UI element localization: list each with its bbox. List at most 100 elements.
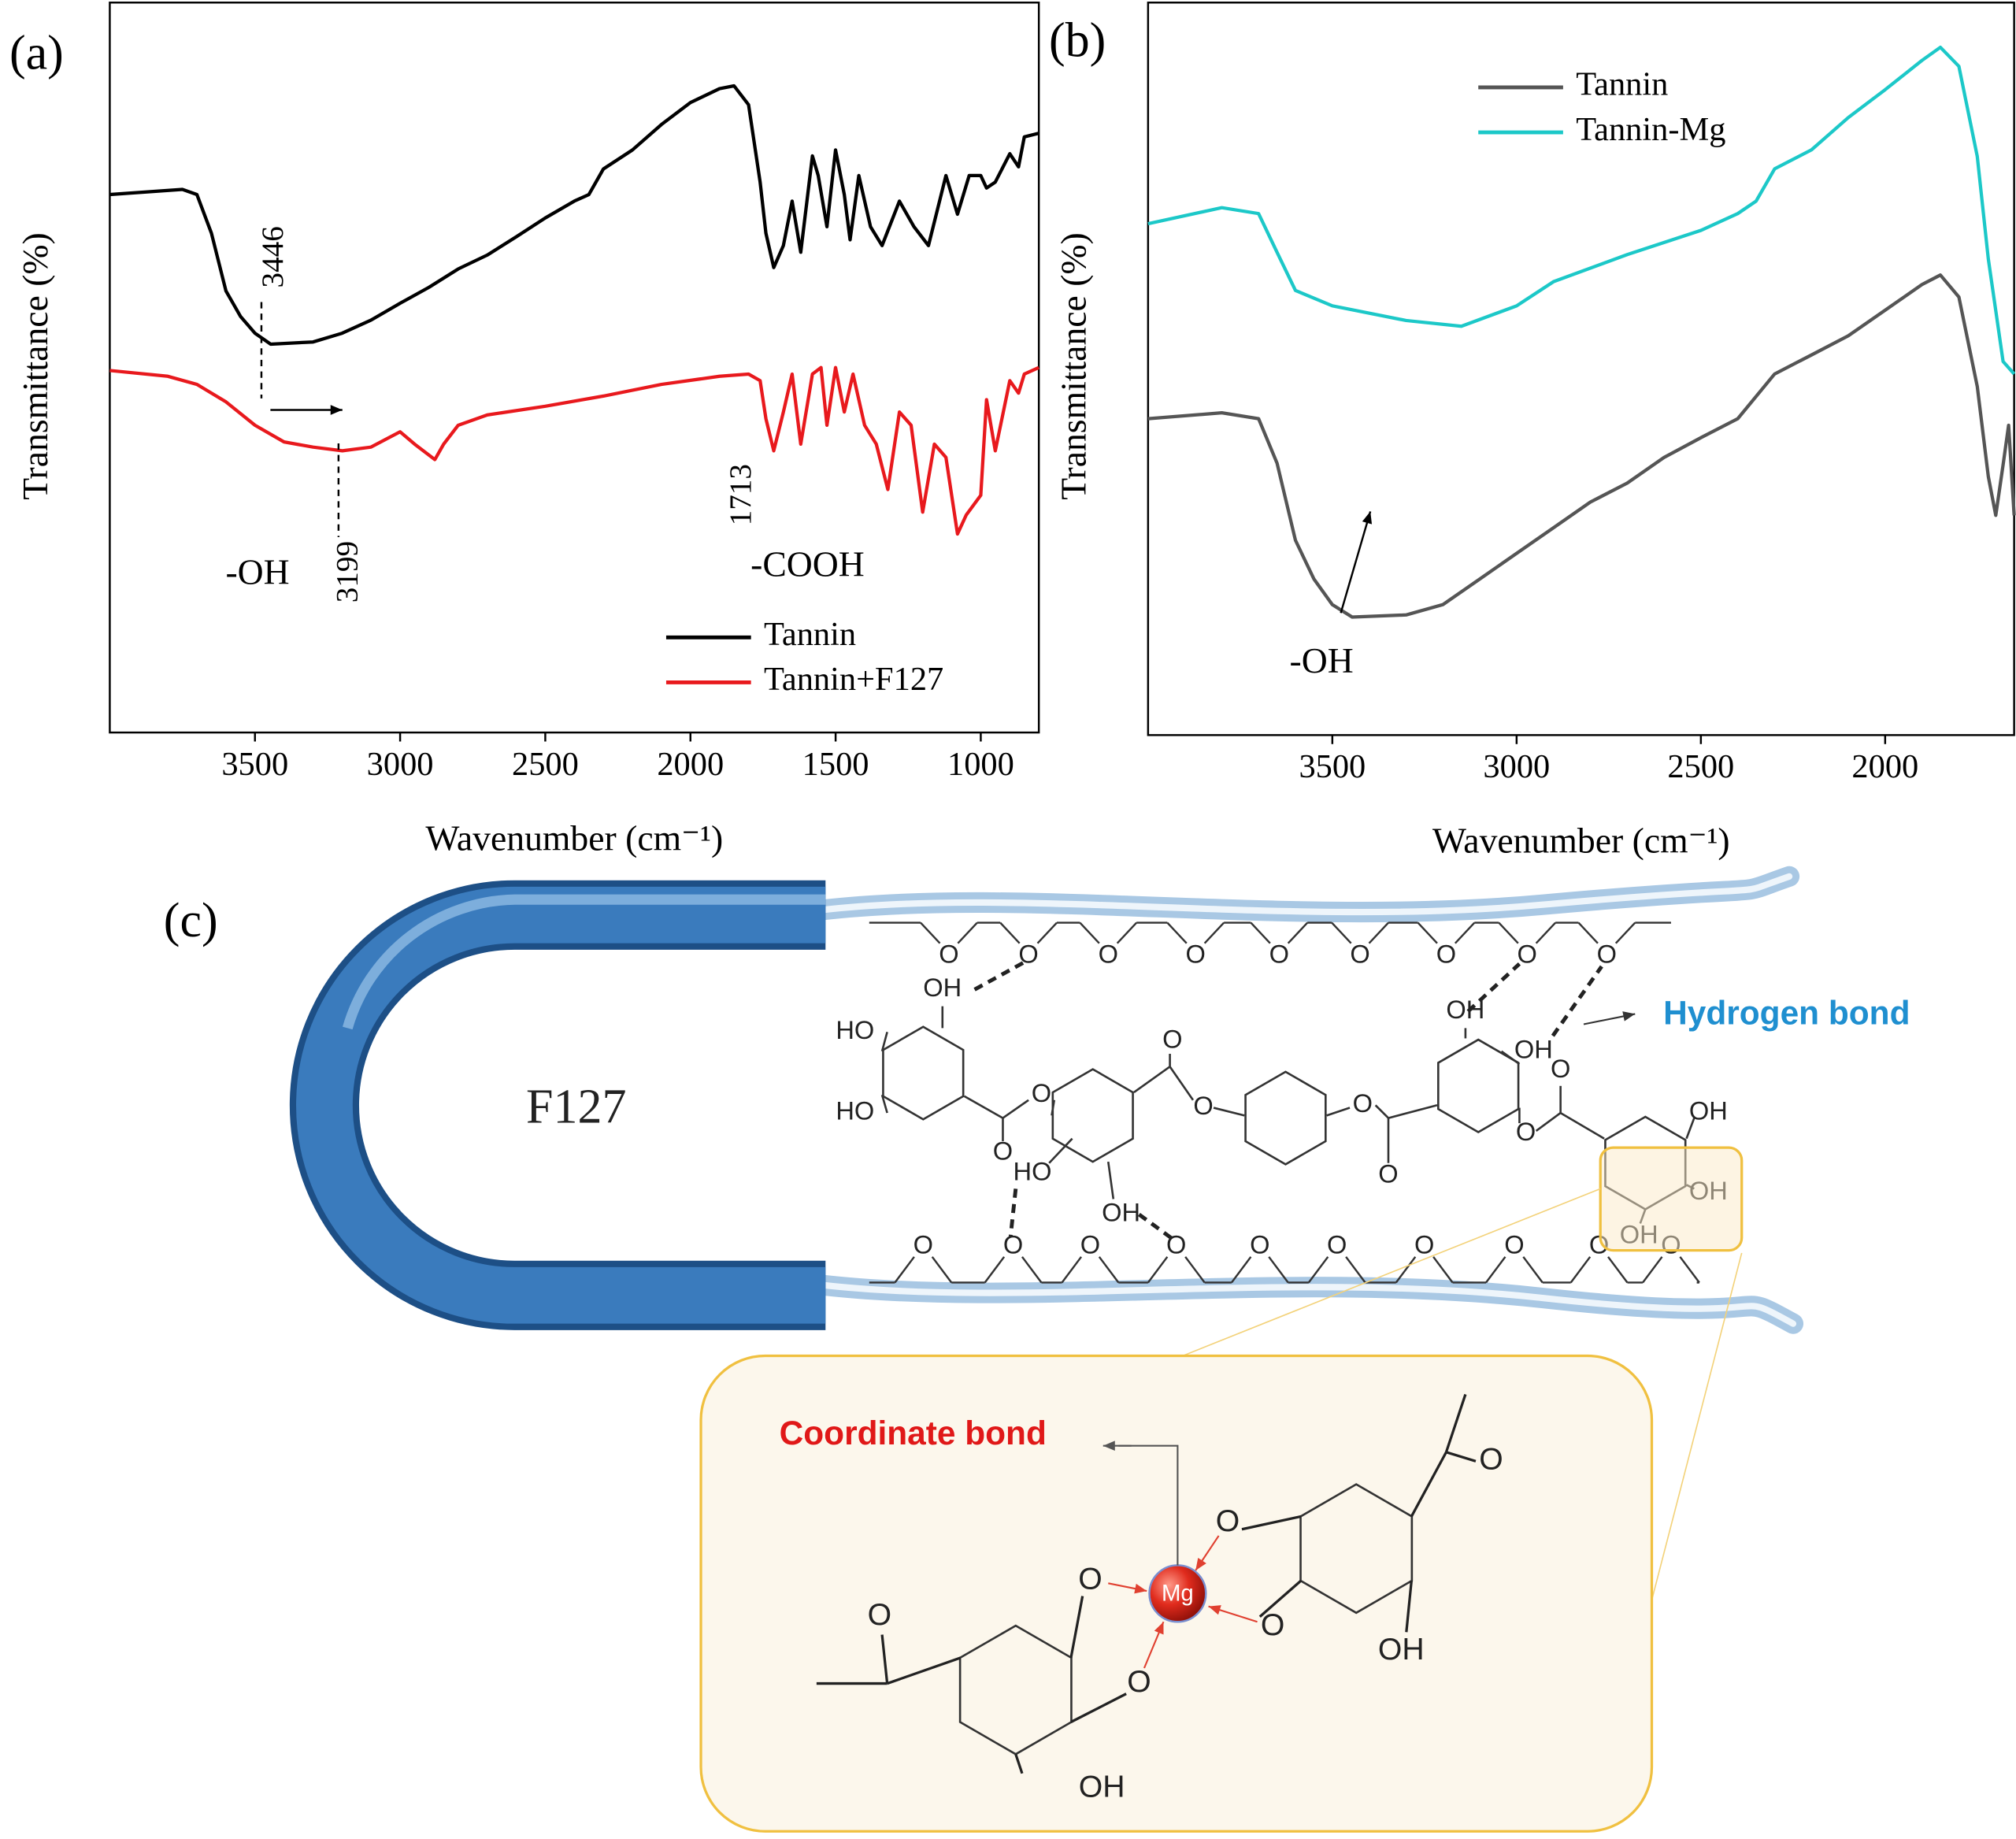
bond [1374,1104,1389,1119]
panel-label: (b) [1049,13,1106,67]
x-tick-label: 3500 [1299,748,1366,785]
y-axis-label: Transmittance (%) [1054,232,1094,500]
bond [984,1256,1006,1284]
bond [1498,921,1519,944]
bond [1203,921,1225,944]
bond [1454,921,1476,944]
bond [1069,1596,1084,1659]
bond [1287,921,1309,944]
x-tick-label: 3500 [221,746,288,783]
bond [1230,1256,1252,1284]
atom-label: O [1551,1054,1570,1083]
bond [1685,1118,1695,1140]
atom-label: O [1162,1024,1182,1053]
coordinate-arrow-head [1134,1583,1147,1594]
bond [1014,1753,1024,1774]
line-series [109,365,1040,536]
atom-label: O [1597,940,1617,969]
atom-label: O [1193,1091,1213,1120]
plot-frame [1147,2,2015,736]
ring [1244,1070,1327,1166]
bond [1500,1050,1521,1066]
bond [957,921,978,944]
bond [894,1256,915,1284]
bond [1166,921,1188,944]
x-tick-label: 2500 [512,746,579,783]
atom-label: O [1479,1443,1503,1477]
f127-tube-shine [343,894,826,1030]
shift-arrow-head [330,405,343,415]
bond [1577,921,1599,944]
atom-label: O [1080,1229,1100,1259]
bond [1405,1580,1413,1633]
bond [1051,1099,1056,1116]
atom-label: O [1166,1229,1186,1259]
bond [1116,921,1138,944]
bond [1432,1256,1454,1284]
bond [1268,1256,1289,1284]
atom-label: OH [1102,1198,1140,1227]
bond [1326,1107,1351,1117]
hydrogen-bond [1137,1213,1174,1240]
polymer-label: F127 [526,1081,626,1134]
bond [1106,1161,1115,1199]
atom-label: HO [836,1015,874,1044]
polymer-chain-shine [819,873,1793,916]
annotation: 3446 [256,226,290,287]
legend-label: Tannin [1576,66,1668,103]
bond [1213,1107,1245,1117]
atom-label: O [1516,1117,1536,1146]
bond [1368,921,1389,944]
atom-label: OH [1514,1034,1553,1063]
atom-label: O [1378,1159,1398,1188]
x-tick-label: 2000 [657,746,724,783]
ring [882,1025,965,1121]
atom-label: OH [1079,1770,1125,1804]
x-tick-label: 1000 [947,746,1014,783]
atom-label: O [939,940,958,969]
f127-tube [296,886,826,1324]
annotation: -OH [1290,640,1354,680]
atom-label: O [1186,940,1206,969]
bond [1048,1137,1073,1164]
bond [880,1031,888,1052]
annotation: 3199 [331,541,365,602]
hydrogen-bond [1551,965,1603,1037]
atom-label: O [868,1598,891,1632]
y-axis-label: Transmittance (%) [15,232,55,500]
bond [1395,1256,1417,1284]
hydrogen-bond [973,959,1028,992]
bond [1241,1515,1302,1531]
bond [963,1095,1004,1119]
bond [1388,1104,1438,1119]
bond [880,1094,888,1114]
x-tick-label: 2000 [1851,748,1918,785]
x-tick-label: 1500 [802,746,869,783]
bond [1607,1256,1629,1284]
x-tick-label: 3000 [1483,748,1550,785]
bond [1522,1256,1544,1284]
bond [1169,1066,1195,1101]
x-tick-label: 3000 [367,746,434,783]
atom-label: O [1032,1078,1051,1107]
atom-label: O [1504,1229,1524,1259]
line-series [109,83,1040,347]
bond [1569,1256,1592,1284]
bond [1250,921,1271,944]
hydrogen-bond [1466,962,1521,1013]
pointer-line [1118,1444,1179,1566]
bond [1133,1066,1171,1094]
bond [1147,1256,1169,1284]
hydrogen-bond [1008,1188,1018,1237]
coordinate-arrow-head [1195,1557,1206,1570]
plot-frame [109,2,1040,734]
atom-label: O [1327,1229,1347,1259]
annotation: -OH [225,551,289,591]
shift-arrow-head [1362,511,1373,525]
atom-label: O [1518,940,1537,969]
bond [1410,1452,1447,1518]
highlight-box [1599,1146,1744,1252]
panel-label: (a) [9,27,64,80]
bond [1679,1256,1700,1284]
